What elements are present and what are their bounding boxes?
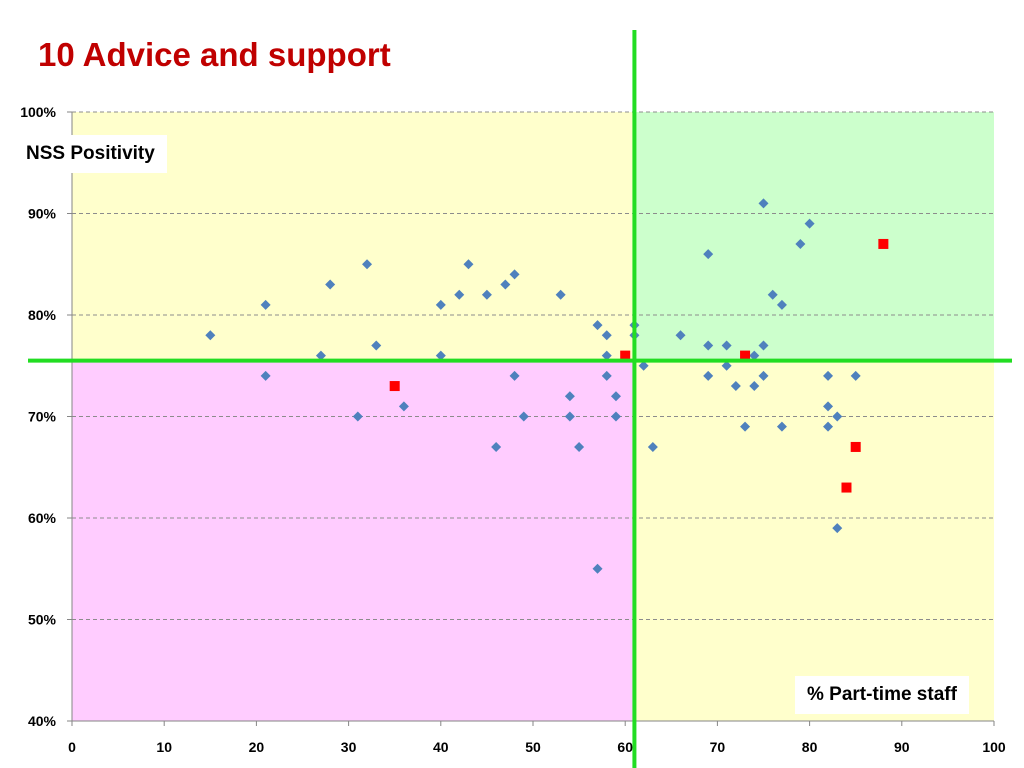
data-point-diamond: [491, 441, 502, 452]
data-point-diamond: [325, 279, 336, 290]
data-point-diamond: [481, 289, 492, 300]
data-point-diamond: [740, 421, 751, 432]
y-tick-label: 60%: [28, 510, 57, 526]
x-tick-label: 80: [802, 739, 818, 755]
data-point-diamond: [749, 350, 760, 361]
data-point-square: [878, 238, 889, 249]
data-point-diamond: [260, 370, 271, 381]
x-tick-label: 100: [982, 739, 1006, 755]
data-point-diamond: [675, 330, 686, 341]
x-tick-label: 60: [617, 739, 633, 755]
data-point-diamond: [564, 411, 575, 422]
y-tick-label: 40%: [28, 713, 57, 729]
y-axis-label: NSS Positivity: [14, 135, 167, 173]
data-point-diamond: [371, 340, 382, 351]
data-point-diamond: [592, 320, 603, 331]
chart-title: 10 Advice and support: [38, 36, 391, 73]
x-tick-label: 20: [249, 739, 265, 755]
data-point-diamond: [555, 289, 566, 300]
data-point-diamond: [823, 370, 834, 381]
data-point-square: [620, 350, 631, 361]
y-tick-label: 50%: [28, 612, 57, 628]
data-point-diamond: [749, 381, 760, 392]
data-points: [205, 198, 889, 574]
quadrant-backgrounds: [72, 112, 994, 721]
data-point-diamond: [795, 238, 806, 249]
quadrant-upper-right: [634, 112, 994, 361]
data-point-square: [850, 441, 861, 452]
data-point-diamond: [463, 259, 474, 270]
data-point-diamond: [205, 330, 216, 341]
data-point-diamond: [500, 279, 511, 290]
data-point-diamond: [758, 340, 769, 351]
data-point-diamond: [703, 340, 714, 351]
data-point-diamond: [647, 441, 658, 452]
data-point-diamond: [758, 198, 769, 209]
data-point-diamond: [610, 391, 621, 402]
data-point-diamond: [454, 289, 465, 300]
data-point-diamond: [703, 249, 714, 260]
quadrant-lower-right: [634, 360, 994, 721]
data-point-diamond: [362, 259, 373, 270]
data-point-diamond: [730, 381, 741, 392]
quadrant-lower-left: [72, 360, 635, 721]
data-point-diamond: [435, 299, 446, 310]
data-point-diamond: [509, 269, 520, 280]
data-point-square: [841, 482, 852, 493]
x-axis-label: % Part-time staff: [795, 676, 969, 714]
data-point-diamond: [315, 350, 326, 361]
data-point-diamond: [758, 370, 769, 381]
x-tick-labels: 0 10 20 30 40 50 60 70 80 90 100: [68, 721, 1006, 755]
data-point-diamond: [398, 401, 409, 412]
data-point-diamond: [601, 350, 612, 361]
data-point-diamond: [832, 523, 843, 534]
data-point-diamond: [509, 370, 520, 381]
data-point-diamond: [850, 370, 861, 381]
x-tick-label: 10: [156, 739, 172, 755]
data-point-diamond: [776, 299, 787, 310]
data-point-diamond: [638, 360, 649, 371]
data-point-diamond: [574, 441, 585, 452]
quadrant-dividers: [28, 30, 1012, 768]
x-tick-label: 40: [433, 739, 449, 755]
data-point-diamond: [804, 218, 815, 229]
data-point-diamond: [592, 563, 603, 574]
data-point-diamond: [610, 411, 621, 422]
data-point-square: [740, 350, 751, 361]
x-tick-label: 30: [341, 739, 357, 755]
data-point-diamond: [564, 391, 575, 402]
data-point-diamond: [435, 350, 446, 361]
data-point-diamond: [832, 411, 843, 422]
y-tick-label: 90%: [28, 206, 57, 222]
data-point-diamond: [767, 289, 778, 300]
data-point-diamond: [823, 401, 834, 412]
data-point-diamond: [518, 411, 529, 422]
y-tick-label: 100%: [20, 104, 56, 120]
data-point-diamond: [721, 340, 732, 351]
data-point-diamond: [776, 421, 787, 432]
data-point-diamond: [823, 421, 834, 432]
x-tick-label: 50: [525, 739, 541, 755]
data-point-diamond: [260, 299, 271, 310]
y-tick-labels: 40% 50% 60% 70% 80% 90% 100%: [20, 104, 72, 729]
data-point-diamond: [352, 411, 363, 422]
data-point-diamond: [601, 330, 612, 341]
data-point-diamond: [601, 370, 612, 381]
data-point-square: [389, 381, 400, 392]
y-tick-label: 70%: [28, 409, 57, 425]
data-point-diamond: [721, 360, 732, 371]
y-tick-label: 80%: [28, 307, 57, 323]
data-point-diamond: [703, 370, 714, 381]
x-tick-label: 90: [894, 739, 910, 755]
x-tick-label: 0: [68, 739, 76, 755]
x-tick-label: 70: [710, 739, 726, 755]
